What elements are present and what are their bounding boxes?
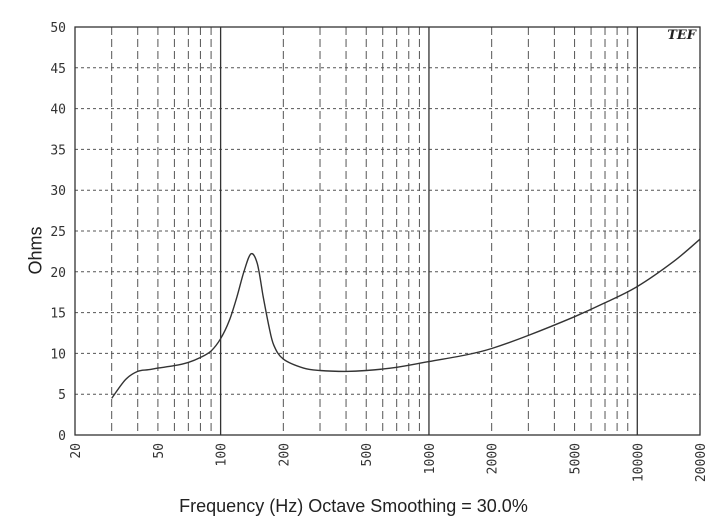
y-tick-label: 35 [50, 143, 66, 158]
x-tick-label: 200 [277, 443, 292, 466]
tef-logo: TEF [667, 28, 697, 43]
chart-grid [75, 27, 700, 435]
x-tick-label: 5000 [569, 443, 584, 474]
y-tick-label: 5 [58, 388, 66, 403]
x-tick-label: 2000 [486, 443, 501, 474]
x-tick-label: 500 [360, 443, 375, 466]
x-tick-label: 20000 [694, 443, 707, 482]
y-tick-label: 20 [50, 266, 66, 281]
y-tick-label: 15 [50, 307, 66, 322]
y-axis-label: Ohms [25, 225, 46, 275]
y-axis-ticks: 0 5 10 15 20 25 30 35 40 45 50 [50, 21, 66, 444]
x-tick-label: 50 [152, 443, 167, 459]
y-tick-label: 45 [50, 62, 66, 77]
x-axis-label: Frequency (Hz) Octave Smoothing = 30.0% [179, 496, 528, 516]
y-tick-label: 0 [58, 429, 66, 444]
y-tick-label: 50 [50, 21, 66, 36]
x-tick-label: 20 [69, 443, 84, 459]
plot-frame [74, 26, 701, 436]
impedance-curve [111, 238, 701, 399]
x-axis-ticks: 20 50 100 200 500 1000 2000 5000 10000 20000 [69, 443, 707, 482]
y-tick-label: 10 [50, 347, 66, 362]
x-tick-label: 10000 [631, 443, 646, 482]
y-tick-label: 30 [50, 184, 66, 199]
y-tick-label: 25 [50, 225, 66, 240]
y-tick-label: 40 [50, 103, 66, 118]
x-tick-label: 100 [215, 443, 230, 466]
y-axis-label-container: Ohms [6, 190, 66, 310]
x-tick-label: 1000 [423, 443, 438, 474]
